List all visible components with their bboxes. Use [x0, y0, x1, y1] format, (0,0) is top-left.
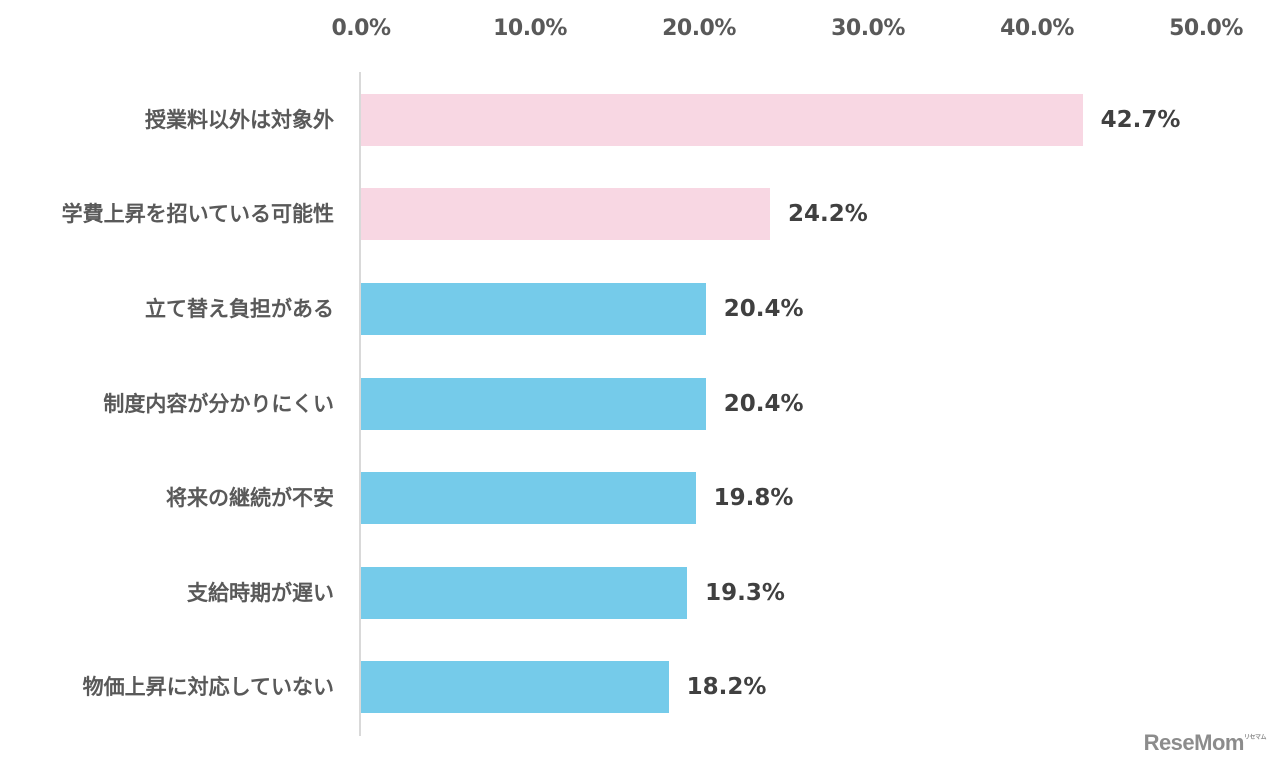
category-label: 制度内容が分かりにくい	[103, 392, 334, 416]
category-label: 支給時期が遅い	[187, 581, 334, 605]
x-tick-label: 10.0%	[493, 16, 567, 41]
category-label: 立て替え負担がある	[145, 297, 334, 321]
x-tick-label: 30.0%	[831, 16, 905, 41]
bar-row: 学費上昇を招いている可能性 24.2%	[0, 188, 1280, 240]
bar-row: 物価上昇に対応していない 18.2%	[0, 661, 1280, 713]
bar-row: 支給時期が遅い 19.3%	[0, 567, 1280, 619]
bar	[361, 283, 706, 335]
category-label: 授業料以外は対象外	[145, 108, 334, 132]
bar	[361, 378, 706, 430]
logo-text: ReseMom	[1143, 730, 1245, 755]
value-label: 24.2%	[787, 201, 868, 227]
value-label: 20.4%	[723, 391, 804, 417]
logo-superscript: リセマム	[1243, 735, 1267, 741]
bar-row: 将来の継続が不安 19.8%	[0, 472, 1280, 524]
x-tick-label: 50.0%	[1169, 16, 1243, 41]
bar	[361, 94, 1083, 146]
bar-row: 制度内容が分かりにくい 20.4%	[0, 378, 1280, 430]
category-label: 物価上昇に対応していない	[82, 675, 334, 699]
value-label: 18.2%	[686, 674, 767, 700]
bar-row: 立て替え負担がある 20.4%	[0, 283, 1280, 335]
bar	[361, 188, 770, 240]
category-label: 学費上昇を招いている可能性	[61, 202, 334, 226]
x-tick-label: 40.0%	[1000, 16, 1074, 41]
bar	[361, 472, 696, 524]
bar	[361, 661, 669, 713]
value-label: 20.4%	[723, 296, 804, 322]
x-tick-label: 20.0%	[662, 16, 736, 41]
x-tick-label: 0.0%	[331, 16, 391, 41]
value-label: 19.8%	[713, 485, 794, 511]
value-label: 19.3%	[705, 580, 785, 606]
resemom-logo: ReseMomリセマム	[1143, 730, 1267, 756]
y-axis-line	[359, 72, 361, 736]
bar-row: 授業料以外は対象外 42.7%	[0, 94, 1280, 146]
bar	[361, 567, 688, 619]
category-label: 将来の継続が不安	[166, 486, 334, 510]
value-label: 42.7%	[1100, 107, 1181, 133]
